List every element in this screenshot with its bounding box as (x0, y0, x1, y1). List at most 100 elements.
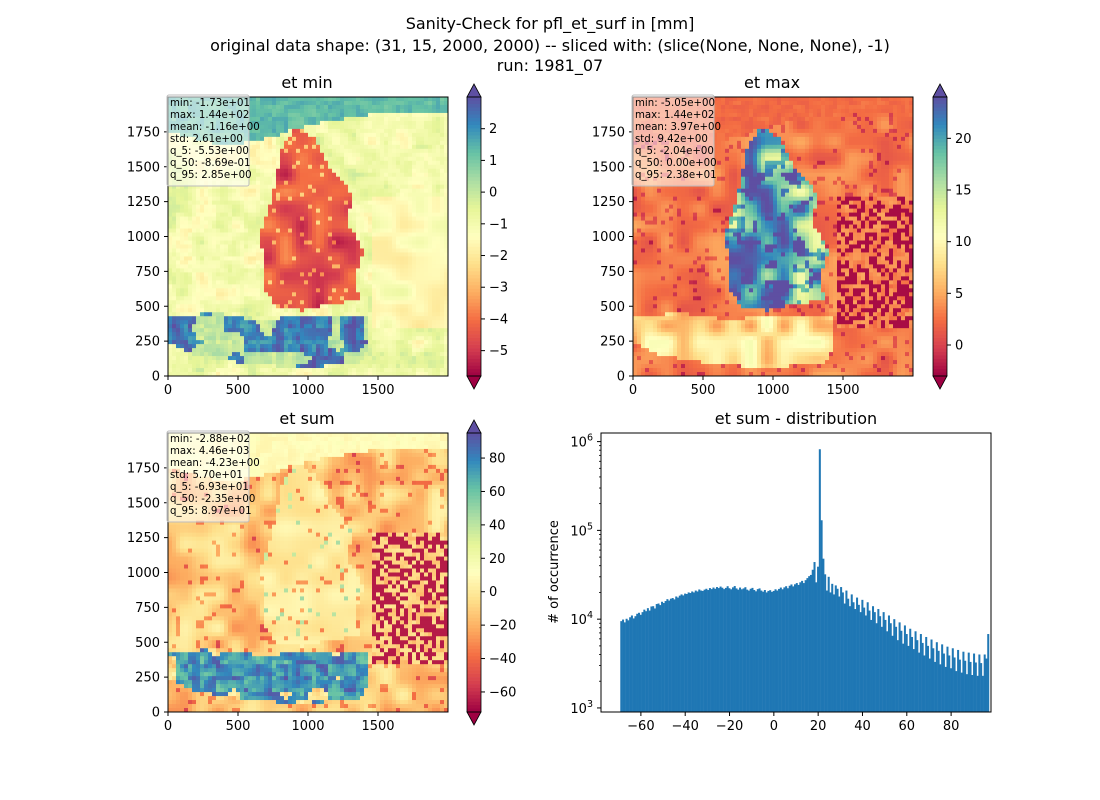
heatmap-cell (172, 336, 177, 341)
heatmap-cell (436, 352, 441, 357)
heatmap-cell (248, 184, 253, 190)
heatmap-cell (276, 128, 281, 134)
heatmap-cell (308, 320, 313, 325)
heatmap-cell (440, 348, 445, 353)
heatmap-cell (216, 328, 221, 333)
heatmap-cell (336, 260, 341, 265)
heatmap-cell (180, 260, 185, 265)
heatmap-cell (248, 108, 253, 114)
heatmap-cell (216, 244, 221, 249)
heatmap-cell (280, 136, 285, 142)
heatmap-cell (256, 148, 261, 154)
heatmap-cell (264, 324, 269, 329)
heatmap-cell (372, 356, 377, 361)
heatmap-cell (168, 352, 173, 357)
heatmap-cell (280, 168, 285, 174)
heatmap-cell (392, 212, 397, 217)
heatmap-cell (388, 212, 393, 217)
heatmap-cell (396, 148, 401, 154)
heatmap-cell (184, 284, 189, 289)
heatmap-cell (392, 172, 397, 178)
heatmap-cell (420, 248, 425, 253)
heatmap-cell (368, 316, 373, 321)
heatmap-cell (220, 220, 225, 225)
heatmap-cell (388, 232, 393, 237)
heatmap-cell (340, 196, 345, 202)
heatmap-cell (372, 152, 377, 158)
heatmap-cell (232, 276, 237, 281)
heatmap-cell (252, 272, 257, 277)
heatmap-cell (356, 136, 361, 142)
heatmap-cell (408, 356, 413, 361)
heatmap-cell (304, 348, 309, 353)
heatmap-cell (208, 208, 213, 213)
heatmap-cell (288, 368, 293, 373)
heatmap-cell (276, 156, 281, 162)
heatmap-cell (292, 184, 297, 190)
heatmap-cell (312, 172, 317, 178)
heatmap-cell (208, 364, 213, 369)
heatmap-cell (352, 312, 357, 317)
heatmap-cell (400, 104, 405, 110)
heatmap-cell (356, 348, 361, 353)
heatmap-cell (252, 148, 257, 154)
heatmap-cell (312, 288, 317, 293)
heatmap-cell (344, 240, 349, 245)
heatmap-cell (400, 132, 405, 138)
heatmap-cell (324, 160, 329, 166)
heatmap-cell (380, 132, 385, 138)
heatmap-cell (404, 244, 409, 249)
heatmap-cell (408, 204, 413, 209)
heatmap-cell (380, 152, 385, 158)
heatmap-cell (324, 108, 329, 114)
heatmap-cell (320, 272, 325, 277)
heatmap-cell (380, 216, 385, 221)
colorbar-segment (467, 243, 481, 248)
heatmap-cell (356, 256, 361, 261)
heatmap-cell (264, 116, 269, 122)
heatmap-cell (416, 204, 421, 209)
heatmap-cell (252, 112, 257, 118)
heatmap-cell (444, 152, 449, 158)
heatmap-cell (388, 164, 393, 170)
heatmap-cell (232, 284, 237, 289)
heatmap-cell (384, 276, 389, 281)
heatmap-cell (312, 328, 317, 333)
heatmap-cell (272, 356, 277, 361)
heatmap-cell (392, 104, 397, 110)
heatmap-cell (416, 244, 421, 249)
heatmap-cell (328, 372, 333, 377)
heatmap-cell (316, 116, 321, 122)
heatmap-cell (312, 212, 317, 217)
heatmap-cell (256, 180, 261, 186)
heatmap-cell (336, 216, 341, 221)
heatmap-cell (444, 348, 449, 353)
heatmap-cell (380, 292, 385, 297)
heatmap-cell (440, 208, 445, 213)
heatmap-cell (300, 176, 305, 182)
heatmap-cell (420, 268, 425, 273)
heatmap-cell (444, 112, 449, 118)
heatmap-cell (292, 268, 297, 273)
heatmap-cell (356, 344, 361, 349)
heatmap-cell (172, 344, 177, 349)
heatmap-cell (404, 352, 409, 357)
heatmap-cell (272, 188, 277, 194)
heatmap-cell (308, 368, 313, 373)
heatmap-cell (268, 236, 273, 241)
heatmap-cell (424, 300, 429, 305)
heatmap-cell (400, 368, 405, 373)
heatmap-cell (368, 132, 373, 138)
heatmap-cell (392, 264, 397, 269)
heatmap-cell (280, 348, 285, 353)
heatmap-cell (372, 344, 377, 349)
heatmap-cell (244, 216, 249, 221)
heatmap-cell (172, 332, 177, 337)
heatmap-cell (256, 104, 261, 110)
heatmap-cell (316, 320, 321, 325)
heatmap-cell (420, 124, 425, 130)
heatmap-cell (228, 240, 233, 245)
heatmap-cell (388, 364, 393, 369)
heatmap-cell (424, 100, 429, 106)
heatmap-cell (388, 288, 393, 293)
